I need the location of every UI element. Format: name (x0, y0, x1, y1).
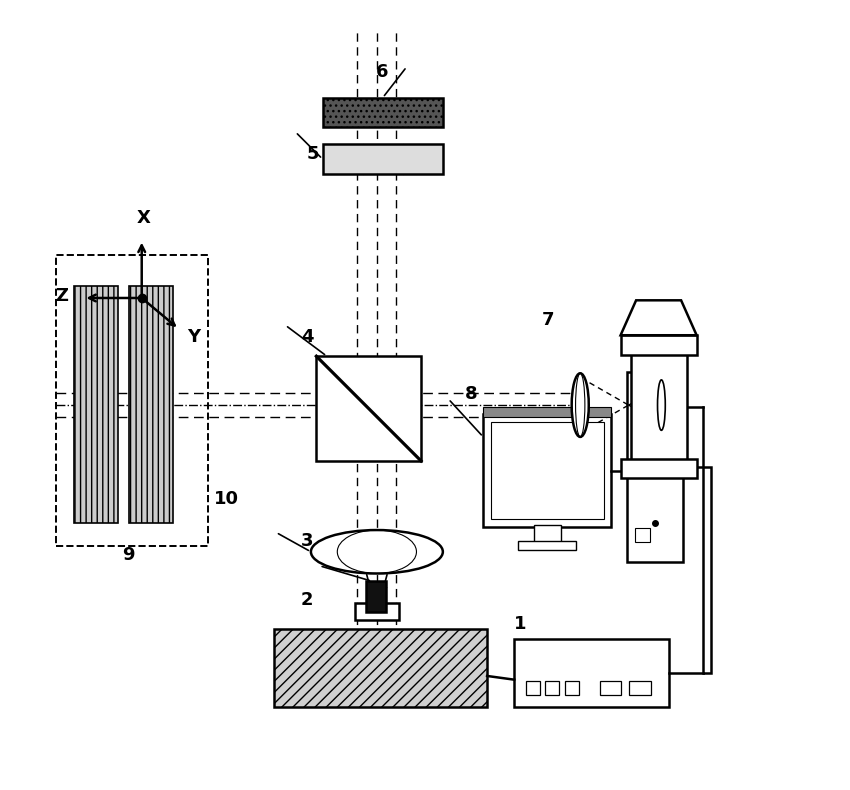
Bar (526, 682, 540, 695)
Bar (629, 682, 651, 695)
Bar (620, 459, 697, 478)
Text: 8: 8 (465, 385, 478, 403)
Bar (564, 682, 579, 695)
Bar (635, 529, 650, 543)
Bar (322, 145, 443, 174)
Bar (491, 422, 604, 519)
Ellipse shape (658, 380, 666, 431)
Bar (56, 255, 207, 547)
Text: 10: 10 (214, 490, 239, 508)
Bar (546, 682, 559, 695)
Text: 5: 5 (307, 145, 320, 163)
Text: Z: Z (55, 287, 68, 305)
Bar (518, 541, 576, 550)
Bar (128, 286, 173, 523)
Text: 6: 6 (376, 62, 388, 81)
Polygon shape (620, 300, 697, 335)
Bar (631, 352, 687, 461)
Bar (355, 603, 399, 620)
Text: Y: Y (187, 328, 200, 346)
Bar (534, 525, 561, 543)
Bar (620, 335, 697, 355)
Text: 4: 4 (301, 328, 314, 346)
Text: 7: 7 (541, 311, 554, 329)
Bar (74, 286, 118, 523)
Bar (633, 413, 677, 430)
Ellipse shape (311, 530, 443, 574)
Bar (626, 372, 683, 562)
Text: 3: 3 (301, 532, 314, 551)
Bar (316, 356, 421, 461)
Text: 1: 1 (514, 615, 527, 634)
Bar (514, 638, 670, 707)
Bar (483, 408, 611, 417)
Bar (274, 630, 487, 707)
Text: 2: 2 (301, 591, 314, 608)
Bar (483, 415, 611, 527)
Bar (633, 389, 677, 407)
Text: X: X (136, 209, 150, 228)
Bar (322, 98, 443, 127)
Ellipse shape (572, 373, 589, 437)
Text: 9: 9 (122, 546, 135, 563)
Bar (366, 581, 386, 612)
Bar (599, 682, 621, 695)
